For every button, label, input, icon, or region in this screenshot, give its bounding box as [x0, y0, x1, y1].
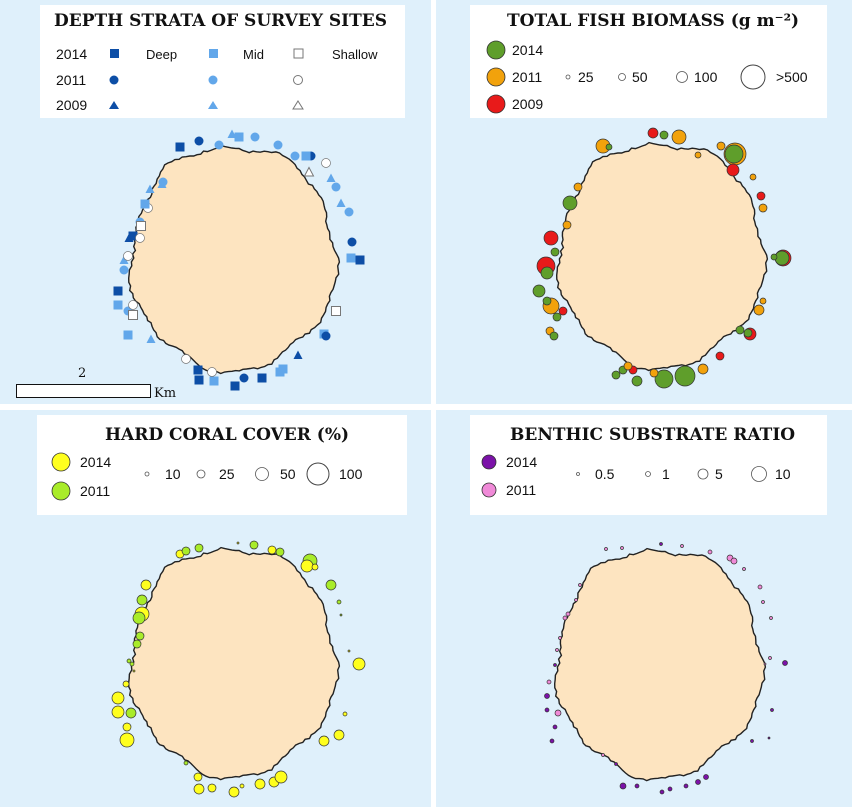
legend-mid-square	[209, 49, 218, 58]
legend-mid-circle	[208, 75, 218, 85]
legend-size-25	[565, 74, 571, 80]
benthic-map	[553, 547, 767, 782]
fish-legend: TOTAL FISH BIOMASS (g m⁻²) 2014 2011 200…	[470, 5, 827, 118]
depth-map	[127, 144, 341, 375]
legend-2009-swatch	[486, 94, 506, 114]
legend-size-100	[676, 71, 688, 83]
coral-size-label-25: 25	[219, 466, 235, 482]
depth-label-deep: Deep	[146, 47, 178, 62]
depth-year-2014: 2014	[56, 46, 88, 62]
depth-year-2011: 2011	[56, 72, 87, 88]
legend-2011-swatch	[481, 482, 497, 498]
legend-size-500	[740, 64, 766, 90]
legend-2011-swatch	[51, 481, 71, 501]
scale-bar-value: 2	[78, 366, 87, 381]
depth-legend-title: DEPTH STRATA OF SURVEY SITES	[54, 11, 387, 31]
legend-size-0-5	[576, 472, 580, 476]
legend-size-100	[306, 462, 330, 486]
scale-bar-unit: Km	[154, 386, 177, 401]
benthic-ratio-map-panel: BENTHIC SUBSTRATE RATIO 2014 2011 0.5 1 …	[436, 410, 852, 807]
legend-2011-swatch	[486, 67, 506, 87]
coral-size-label-50: 50	[280, 466, 296, 482]
legend-mid-triangle	[208, 101, 218, 109]
depth-label-mid: Mid	[243, 47, 264, 62]
legend-size-25	[196, 469, 206, 479]
legend-shallow-circle	[293, 75, 303, 85]
benthic-size-label-10: 10	[775, 466, 791, 482]
legend-deep-triangle	[109, 101, 119, 109]
scale-bar	[16, 384, 151, 398]
benthic-legend: BENTHIC SUBSTRATE RATIO 2014 2011 0.5 1 …	[470, 415, 827, 515]
fish-size-label-25: 25	[578, 69, 594, 85]
coral-size-label-100: 100	[339, 466, 363, 482]
fish-size-label-50: 50	[632, 69, 648, 85]
coral-year-2011: 2011	[80, 483, 111, 499]
legend-size-10	[751, 466, 767, 482]
coral-legend-title: HARD CORAL COVER (%)	[105, 425, 350, 445]
fish-year-2014: 2014	[512, 42, 544, 58]
island-landmass	[127, 144, 341, 375]
coral-legend-symbols	[51, 452, 330, 501]
benthic-size-label-0-5: 0.5	[595, 466, 615, 482]
fish-size-label-100: 100	[694, 69, 718, 85]
fish-legend-symbols	[486, 40, 766, 114]
legend-shallow-square	[293, 48, 304, 59]
legend-size-5	[697, 468, 709, 480]
hard-coral-map-panel: HARD CORAL COVER (%) 2014 2011 10 25 50 …	[0, 410, 431, 807]
fish-title-text: TOTAL FISH BIOMASS	[507, 11, 725, 31]
benthic-size-label-5: 5	[715, 466, 723, 482]
benthic-size-label-1: 1	[662, 466, 670, 482]
legend-size-50	[618, 73, 626, 81]
depth-legend: DEPTH STRATA OF SURVEY SITES 2014 2011 2…	[40, 5, 405, 118]
legend-size-1	[645, 471, 651, 477]
fish-title-unit: (g m⁻²)	[730, 11, 800, 31]
fish-size-label-500: >500	[776, 69, 808, 85]
benthic-legend-title: BENTHIC SUBSTRATE RATIO	[510, 425, 796, 445]
depth-strata-map-panel: DEPTH STRATA OF SURVEY SITES 2014 2011 2…	[0, 0, 431, 404]
depth-legend-symbols	[109, 48, 304, 110]
fish-year-2011: 2011	[512, 69, 543, 85]
depth-year-2009: 2009	[56, 97, 88, 113]
legend-2014-swatch	[486, 40, 506, 60]
legend-deep-circle	[109, 75, 119, 85]
coral-size-label-10: 10	[165, 466, 181, 482]
fish-year-2009: 2009	[512, 96, 544, 112]
legend-2014-swatch	[481, 454, 497, 470]
fish-map	[555, 141, 769, 372]
island-landmass	[555, 141, 769, 372]
fish-biomass-map-panel: TOTAL FISH BIOMASS (g m⁻²) 2014 2011 200…	[436, 0, 852, 404]
island-landmass	[127, 546, 341, 781]
legend-deep-square	[110, 49, 119, 58]
island-landmass	[553, 547, 767, 782]
benthic-year-2014: 2014	[506, 454, 538, 470]
legend-size-50	[255, 467, 269, 481]
benthic-legend-symbols	[481, 454, 767, 498]
legend-shallow-triangle	[292, 100, 304, 110]
benthic-year-2011: 2011	[506, 482, 537, 498]
coral-year-2014: 2014	[80, 454, 112, 470]
legend-2014-swatch	[51, 452, 71, 472]
coral-legend: HARD CORAL COVER (%) 2014 2011 10 25 50 …	[37, 415, 407, 515]
legend-size-10	[144, 471, 150, 477]
depth-label-shallow: Shallow	[332, 47, 378, 62]
fish-legend-title: TOTAL FISH BIOMASS (g m⁻²)	[507, 11, 799, 31]
